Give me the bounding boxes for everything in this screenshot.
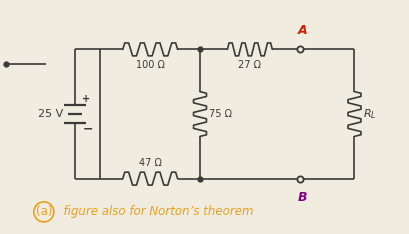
Text: 100 Ω: 100 Ω	[135, 60, 164, 70]
Text: 25 V: 25 V	[38, 109, 63, 119]
Text: B: B	[297, 190, 307, 204]
Text: (a): (a)	[36, 205, 52, 218]
Text: $R_L$: $R_L$	[362, 107, 376, 121]
Text: +: +	[82, 94, 90, 104]
Text: 75 Ω: 75 Ω	[209, 109, 231, 119]
Text: −: −	[82, 122, 93, 135]
Text: A: A	[297, 25, 307, 37]
Text: 27 Ω: 27 Ω	[238, 60, 261, 70]
Text: figure also for Norton’s theorem: figure also for Norton’s theorem	[55, 205, 252, 218]
Text: 47 Ω: 47 Ω	[138, 158, 161, 168]
